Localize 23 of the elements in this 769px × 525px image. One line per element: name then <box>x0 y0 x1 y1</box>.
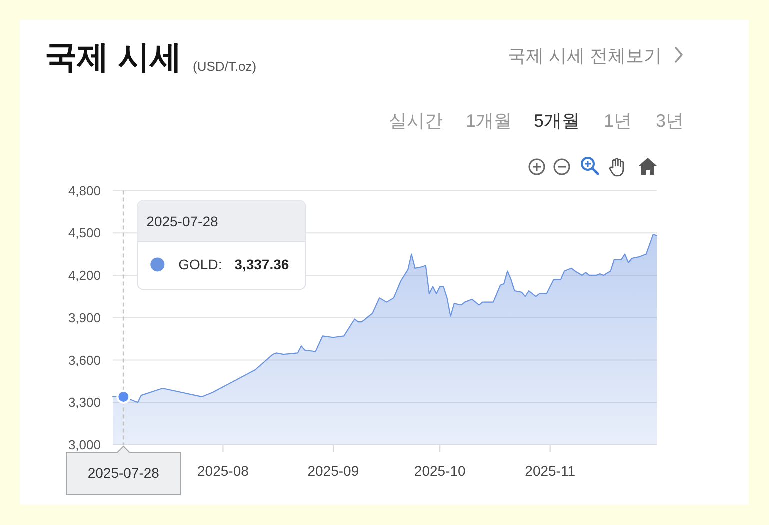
text: 3년 <box>656 111 684 131</box>
x-tick-label: 2025-08 <box>198 463 250 479</box>
y-tick-label: 3,000 <box>68 438 101 453</box>
annotation: 2025-07-28 <box>146 214 218 230</box>
chart-title: 국제 시세 <box>45 39 182 75</box>
y-tick-label: 4,200 <box>68 268 101 284</box>
y-tick-label: 3,600 <box>68 352 101 368</box>
text: 1년 <box>604 111 632 131</box>
text: 실시간 <box>389 111 443 131</box>
text: 국제 시세 전체보기 <box>508 46 662 66</box>
chart-subtitle: (USD/T.oz) <box>193 59 257 74</box>
x-tick-label: 2025-09 <box>308 463 360 479</box>
text: 5개월 <box>534 111 580 131</box>
annotation: 3,337.36 <box>234 256 290 273</box>
x-tick-label: 2025-10 <box>414 463 466 479</box>
y-tick-label: 3,300 <box>68 395 101 410</box>
ref-line-label: 2025-07-28 <box>88 465 160 481</box>
x-tick-label: 2025-11 <box>525 463 576 479</box>
legend-label: GOLD: <box>178 256 222 273</box>
y-tick-label: 4,800 <box>68 183 101 198</box>
text: 1개월 <box>466 111 512 131</box>
y-tick-label: 3,900 <box>68 310 101 326</box>
y-tick-label: 4,500 <box>68 226 101 241</box>
